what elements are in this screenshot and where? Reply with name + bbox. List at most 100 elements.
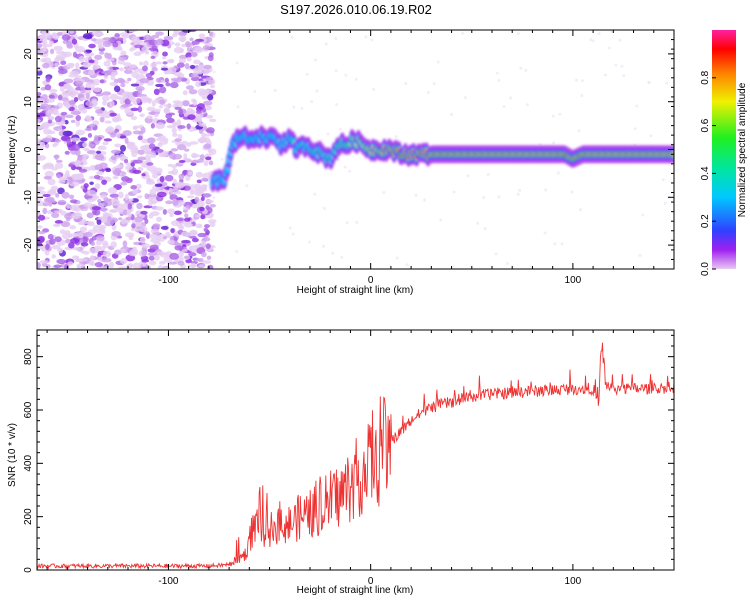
noise-blob <box>127 30 138 33</box>
noise-blob <box>37 214 46 221</box>
noise-blob <box>75 166 82 170</box>
noise-blob <box>207 94 214 101</box>
noise-blob <box>43 122 53 127</box>
noise-blob <box>556 171 560 175</box>
noise-blob <box>173 79 182 83</box>
noise-blob <box>45 196 55 203</box>
noise-blob <box>199 206 205 212</box>
noise-blob <box>119 153 126 161</box>
noise-blob <box>148 233 158 239</box>
noise-blob <box>101 179 108 185</box>
noise-blob <box>148 213 154 219</box>
noise-blob <box>191 40 200 45</box>
noise-blob <box>75 247 81 251</box>
noise-blob <box>37 118 41 123</box>
noise-blob <box>334 36 338 40</box>
noise-blob <box>87 190 97 197</box>
noise-blob <box>184 62 190 70</box>
noise-blob <box>144 154 152 161</box>
noise-blob <box>205 205 210 210</box>
x-tick-label: -100 <box>158 275 178 286</box>
noise-blob <box>108 66 114 73</box>
noise-blob <box>577 129 581 133</box>
noise-blob <box>120 50 127 56</box>
noise-blob <box>204 137 211 143</box>
noise-blob <box>335 102 339 106</box>
spectrogram-xlabel: Height of straight line (km) <box>297 285 414 296</box>
noise-blob <box>153 88 160 96</box>
noise-blob <box>198 33 206 39</box>
noise-blob <box>118 217 123 221</box>
noise-blob <box>212 196 216 200</box>
noise-blob <box>132 189 139 195</box>
noise-blob <box>152 230 161 236</box>
noise-blob <box>178 173 185 180</box>
noise-blob <box>162 236 168 240</box>
noise-blob <box>466 174 470 178</box>
noise-blob <box>186 123 191 130</box>
noise-blob <box>190 230 197 236</box>
noise-blob <box>139 61 144 66</box>
noise-blob <box>519 66 523 70</box>
noise-blob <box>92 65 100 70</box>
noise-blob <box>558 112 562 116</box>
noise-blob <box>122 62 132 67</box>
noise-blob <box>174 181 185 189</box>
noise-blob <box>165 113 173 119</box>
noise-blob <box>70 110 81 116</box>
noise-blob <box>98 51 105 55</box>
noise-blob <box>92 224 102 232</box>
noise-blob <box>137 149 146 155</box>
noise-blob <box>75 149 81 157</box>
noise-blob <box>90 38 97 42</box>
noise-blob <box>169 252 180 260</box>
noise-blob <box>69 233 79 238</box>
noise-blob <box>580 79 584 83</box>
noise-blob <box>37 92 42 97</box>
noise-blob <box>75 62 80 69</box>
noise-blob <box>197 232 207 238</box>
noise-blob <box>95 235 105 242</box>
noise-blob <box>109 93 119 101</box>
noise-blob <box>94 106 102 110</box>
noise-blob <box>114 143 122 148</box>
noise-blob <box>150 55 156 60</box>
noise-blob <box>70 137 80 142</box>
noise-blob <box>372 87 376 91</box>
noise-blob <box>72 255 79 260</box>
noise-blob <box>83 147 90 152</box>
noise-blob <box>486 172 490 176</box>
noise-blob <box>110 149 121 154</box>
noise-blob <box>177 133 183 140</box>
noise-blob <box>210 84 216 89</box>
noise-blob <box>65 114 74 119</box>
noise-blob <box>405 263 409 267</box>
noise-blob <box>86 221 92 225</box>
noise-blob <box>145 181 156 185</box>
noise-blob <box>119 79 126 84</box>
noise-blob <box>355 220 359 224</box>
noise-blob <box>150 169 157 174</box>
noise-blob <box>154 206 164 211</box>
noise-blob <box>116 164 123 169</box>
noise-blob <box>81 108 88 114</box>
noise-blob <box>114 33 120 38</box>
noise-blob <box>203 143 212 150</box>
noise-blob <box>37 140 43 148</box>
noise-blob <box>203 227 209 232</box>
noise-blob <box>188 252 197 257</box>
noise-blob <box>92 209 101 216</box>
noise-blob <box>106 198 112 202</box>
noise-blob <box>144 193 150 200</box>
noise-blob <box>570 190 574 194</box>
y-tick-label: 800 <box>23 348 34 365</box>
noise-blob <box>75 129 86 136</box>
noise-blob <box>156 191 167 198</box>
noise-blob <box>461 31 465 35</box>
noise-blob <box>163 107 170 114</box>
y-tick-label: -20 <box>23 237 34 252</box>
noise-blob <box>148 199 153 207</box>
noise-blob <box>178 251 184 258</box>
noise-blob <box>205 76 211 82</box>
noise-blob <box>65 203 71 209</box>
